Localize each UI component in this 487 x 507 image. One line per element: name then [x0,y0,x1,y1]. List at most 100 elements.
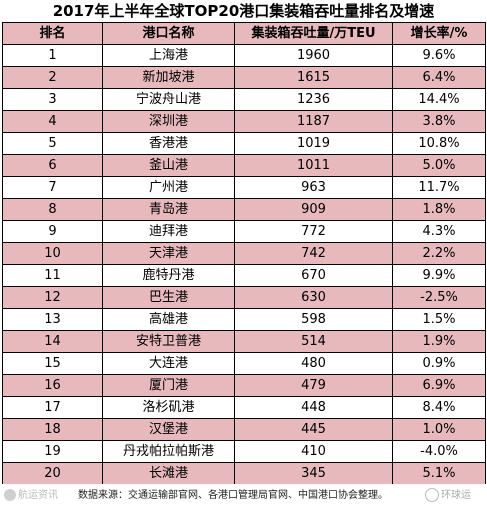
growth-cell: 5.1% [392,462,486,485]
throughput-cell: 479 [234,374,393,397]
watermark-left-text: 航运资讯 [18,490,58,501]
rank-cell: 6 [2,154,103,177]
throughput-cell: 1615 [234,66,393,89]
growth-cell: 4.3% [392,220,486,243]
rank-cell: 13 [2,308,103,331]
ranking-table: 排名 港口名称 集装箱吞吐量/万TEU 增长率/% 1 上海港 1960 9.6… [2,22,486,485]
throughput-cell: 670 [234,264,393,287]
growth-cell: 2.2% [392,242,486,265]
growth-cell: 1.8% [392,198,486,221]
growth-cell: 10.8% [392,132,486,155]
table-row: 14 安特卫普港 514 1.9% [2,330,486,353]
rank-cell: 9 [2,220,103,243]
growth-cell: 9.9% [392,264,486,287]
table-row: 8 青岛港 909 1.8% [2,198,486,221]
rank-cell: 20 [2,462,103,485]
growth-cell: 14.4% [392,88,486,111]
table-row: 9 迪拜港 772 4.3% [2,220,486,243]
growth-cell: 0.9% [392,352,486,375]
throughput-cell: 1960 [234,44,393,67]
port-name-cell: 香港港 [102,132,235,155]
port-name-cell: 汉堡港 [102,418,235,441]
rank-cell: 7 [2,176,103,199]
table-row: 2 新加坡港 1615 6.4% [2,66,486,89]
rank-cell: 17 [2,396,103,419]
table-row: 13 高雄港 598 1.5% [2,308,486,331]
growth-cell: 3.8% [392,110,486,133]
throughput-cell: 772 [234,220,393,243]
rank-cell: 3 [2,88,103,111]
rank-cell: 10 [2,242,103,265]
rank-cell: 15 [2,352,103,375]
port-name-cell: 丹戎帕拉帕斯港 [102,440,235,463]
throughput-cell: 410 [234,440,393,463]
rank-cell: 8 [2,198,103,221]
rank-cell: 11 [2,264,103,287]
throughput-cell: 345 [234,462,393,485]
port-name-cell: 广州港 [102,176,235,199]
table-row: 18 汉堡港 445 1.0% [2,418,486,441]
growth-cell: -4.0% [392,440,486,463]
table-row: 10 天津港 742 2.2% [2,242,486,265]
throughput-cell: 480 [234,352,393,375]
rank-cell: 12 [2,286,103,309]
rank-cell: 16 [2,374,103,397]
port-name-cell: 鹿特丹港 [102,264,235,287]
throughput-cell: 909 [234,198,393,221]
port-name-cell: 天津港 [102,242,235,265]
growth-cell: 6.9% [392,374,486,397]
port-name-cell: 安特卫普港 [102,330,235,353]
header-throughput: 集装箱吞吐量/万TEU [234,22,393,45]
table-row: 12 巴生港 630 -2.5% [2,286,486,309]
watermark-left: 航运资讯 [4,484,58,507]
throughput-cell: 1187 [234,110,393,133]
footer: 航运资讯 数据来源：交通运输部官网、各港口管理局官网、中国港口协会整理。 环球运 [0,484,487,507]
port-name-cell: 长滩港 [102,462,235,485]
watermark-right: 环球运 [425,484,471,507]
growth-cell: 11.7% [392,176,486,199]
throughput-cell: 1019 [234,132,393,155]
growth-cell: 6.4% [392,66,486,89]
throughput-cell: 448 [234,396,393,419]
throughput-cell: 598 [234,308,393,331]
throughput-cell: 963 [234,176,393,199]
table-row: 7 广州港 963 11.7% [2,176,486,199]
port-name-cell: 迪拜港 [102,220,235,243]
throughput-cell: 630 [234,286,393,309]
port-name-cell: 上海港 [102,44,235,67]
port-name-cell: 巴生港 [102,286,235,309]
header-row: 排名 港口名称 集装箱吞吐量/万TEU 增长率/% [2,22,486,45]
throughput-cell: 1011 [234,154,393,177]
table-row: 19 丹戎帕拉帕斯港 410 -4.0% [2,440,486,463]
rank-cell: 2 [2,66,103,89]
growth-cell: 9.6% [392,44,486,67]
watermark-right-text: 环球运 [441,490,471,501]
throughput-cell: 514 [234,330,393,353]
table-row: 16 厦门港 479 6.9% [2,374,486,397]
rank-cell: 4 [2,110,103,133]
table-row: 11 鹿特丹港 670 9.9% [2,264,486,287]
port-name-cell: 洛杉矶港 [102,396,235,419]
port-name-cell: 青岛港 [102,198,235,221]
throughput-cell: 1236 [234,88,393,111]
growth-cell: 1.0% [392,418,486,441]
rank-cell: 1 [2,44,103,67]
table-row: 3 宁波舟山港 1236 14.4% [2,88,486,111]
rank-cell: 5 [2,132,103,155]
growth-cell: 5.0% [392,154,486,177]
port-name-cell: 宁波舟山港 [102,88,235,111]
table-row: 20 长滩港 345 5.1% [2,462,486,485]
header-port: 港口名称 [102,22,235,45]
growth-cell: 8.4% [392,396,486,419]
source-note: 数据来源：交通运输部官网、各港口管理局官网、中国港口协会整理。 [78,490,388,501]
rank-cell: 18 [2,418,103,441]
table-row: 1 上海港 1960 9.6% [2,44,486,67]
port-name-cell: 新加坡港 [102,66,235,89]
growth-cell: 1.9% [392,330,486,353]
table-title: 2017年上半年全球TOP20港口集装箱吞吐量排名及增速 [0,0,487,22]
port-name-cell: 大连港 [102,352,235,375]
throughput-cell: 742 [234,242,393,265]
globe-icon [425,488,439,502]
port-name-cell: 厦门港 [102,374,235,397]
header-growth: 增长率/% [392,22,486,45]
